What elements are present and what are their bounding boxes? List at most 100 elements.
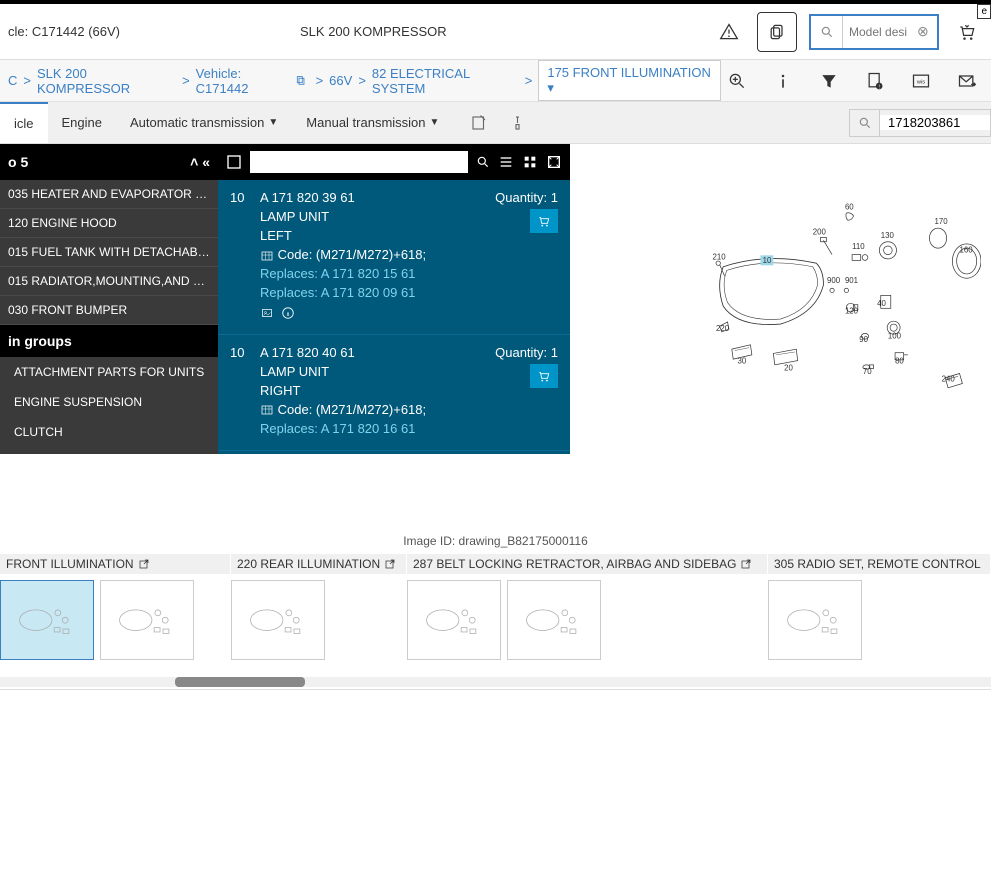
- svg-text:10: 10: [763, 256, 772, 265]
- sidebar-item[interactable]: 035 HEATER AND EVAPORATOR H...: [0, 180, 218, 209]
- zoom-icon[interactable]: [721, 65, 753, 97]
- model-name: SLK 200 KOMPRESSOR: [300, 24, 447, 39]
- sidebar-sub-item[interactable]: ATTACHMENT PARTS FOR UNITS: [0, 357, 218, 387]
- svg-text:80: 80: [895, 356, 904, 365]
- sidebar-sub-item[interactable]: ENGINE SUSPENSION: [0, 387, 218, 417]
- part-search-input[interactable]: [880, 115, 990, 130]
- tab-auto-trans[interactable]: Automatic transmission▼: [116, 102, 292, 143]
- doc-alert-icon[interactable]: !: [859, 65, 891, 97]
- thumbnail[interactable]: [0, 580, 94, 660]
- sidebar-sub-item[interactable]: GEARSHIFT MECHANISM: [0, 447, 218, 454]
- wis-icon[interactable]: wis: [905, 65, 937, 97]
- svg-text:170: 170: [934, 217, 948, 226]
- parts-list: 10 A 171 820 39 61 LAMP UNIT LEFT Code: …: [218, 144, 570, 454]
- list-view-icon[interactable]: [498, 154, 514, 170]
- thumb-group: 287 BELT LOCKING RETRACTOR, AIRBAG AND S…: [407, 554, 767, 669]
- svg-text:40: 40: [877, 299, 886, 308]
- expand-icon[interactable]: [546, 154, 562, 170]
- thumbnail[interactable]: [100, 580, 194, 660]
- exploded-diagram[interactable]: 6020013017011016021010900901401201009022…: [570, 144, 991, 454]
- thumbnail-strip: FRONT ILLUMINATION 220 REAR ILLUMINATION…: [0, 554, 991, 669]
- top-bar: cle: C171442 (66V) SLK 200 KOMPRESSOR ⊗ …: [0, 4, 991, 60]
- model-search[interactable]: ⊗: [809, 14, 939, 50]
- svg-text:210: 210: [712, 253, 726, 262]
- clear-icon[interactable]: ⊗: [913, 23, 933, 40]
- thumb-group: 305 RADIO SET, REMOTE CONTROL: [768, 554, 990, 669]
- part-item[interactable]: 10 A 171 820 39 61 LAMP UNIT LEFT Code: …: [218, 180, 570, 335]
- bc-last[interactable]: 175 FRONT ILLUMINATION ▾: [538, 60, 721, 101]
- thumb-group: 220 REAR ILLUMINATION: [231, 554, 406, 669]
- sidebar-sub-item[interactable]: CLUTCH: [0, 417, 218, 447]
- part-search[interactable]: [849, 109, 991, 137]
- thumbnail[interactable]: [407, 580, 501, 660]
- add-to-cart-button[interactable]: [530, 209, 558, 233]
- mail-icon[interactable]: [951, 65, 983, 97]
- badge-e: e: [977, 4, 991, 19]
- collapse-icons[interactable]: ˄ «: [190, 154, 210, 170]
- copy-icon[interactable]: [757, 12, 797, 52]
- sidebar-item[interactable]: 030 FRONT BUMPER: [0, 296, 218, 325]
- external-link-icon[interactable]: [740, 558, 752, 570]
- bc-1[interactable]: SLK 200 KOMPRESSOR: [37, 66, 176, 96]
- add-to-cart-button[interactable]: [530, 364, 558, 388]
- svg-text:20: 20: [784, 364, 793, 373]
- external-link-icon[interactable]: [138, 558, 150, 570]
- svg-text:!: !: [878, 84, 879, 90]
- svg-text:60: 60: [845, 202, 854, 211]
- grid-view-icon[interactable]: [522, 154, 538, 170]
- sidebar: o 5 ˄ « 035 HEATER AND EVAPORATOR H...12…: [0, 144, 218, 454]
- svg-text:240: 240: [942, 374, 956, 383]
- checkbox-icon[interactable]: [226, 154, 242, 170]
- cart-icon[interactable]: [951, 16, 983, 48]
- thumbnail[interactable]: [507, 580, 601, 660]
- note-icon[interactable]: [463, 107, 495, 139]
- svg-text:30: 30: [738, 356, 747, 365]
- breadcrumb: C > SLK 200 KOMPRESSOR > Vehicle: C17144…: [0, 60, 991, 102]
- sidebar-item[interactable]: 015 RADIATOR,MOUNTING,AND C...: [0, 267, 218, 296]
- svg-text:110: 110: [852, 242, 865, 251]
- part-item[interactable]: 10 A 171 820 40 61 LAMP UNIT RIGHT Code:…: [218, 335, 570, 451]
- replaces-link[interactable]: Replaces: A 171 820 15 61: [260, 266, 478, 281]
- svg-text:900: 900: [827, 276, 841, 285]
- svg-text:220: 220: [716, 324, 730, 333]
- bc-2[interactable]: Vehicle: C171442: [196, 66, 293, 96]
- sidebar-item[interactable]: 120 ENGINE HOOD: [0, 209, 218, 238]
- thumb-group: FRONT ILLUMINATION: [0, 554, 230, 669]
- parts-header: [218, 144, 570, 180]
- bolt-icon[interactable]: [503, 107, 535, 139]
- filter-icon[interactable]: [813, 65, 845, 97]
- svg-text:100: 100: [888, 331, 902, 340]
- replaces-link[interactable]: Replaces: A 171 820 09 61: [260, 285, 478, 300]
- search-icon-3[interactable]: [476, 155, 490, 169]
- bc-4[interactable]: 82 ELECTRICAL SYSTEM: [372, 66, 519, 96]
- sidebar-item[interactable]: 015 FUEL TANK WITH DETACHABL...: [0, 238, 218, 267]
- svg-text:90: 90: [859, 335, 868, 344]
- info-icon[interactable]: [767, 65, 799, 97]
- svg-text:70: 70: [863, 367, 872, 376]
- external-link-icon[interactable]: [384, 558, 396, 570]
- groups-header: in groups: [0, 325, 218, 357]
- image-id: Image ID: drawing_B82175000116: [0, 454, 991, 554]
- svg-text:130: 130: [881, 231, 895, 240]
- copy-small-icon[interactable]: [294, 74, 307, 88]
- bc-3[interactable]: 66V: [329, 73, 352, 88]
- tab-manual-trans[interactable]: Manual transmission▼: [292, 102, 453, 143]
- tab-engine[interactable]: Engine: [48, 102, 116, 143]
- replaces-link[interactable]: Replaces: A 171 820 16 61: [260, 421, 478, 436]
- svg-text:200: 200: [813, 228, 827, 237]
- thumbnail[interactable]: [231, 580, 325, 660]
- search-icon-2[interactable]: [850, 110, 880, 136]
- search-icon[interactable]: [811, 16, 843, 48]
- tab-vehicle[interactable]: icle: [0, 102, 48, 143]
- sidebar-header: o 5 ˄ «: [0, 144, 218, 180]
- tabs: icle Engine Automatic transmission▼ Manu…: [0, 102, 991, 144]
- model-search-input[interactable]: [843, 25, 913, 39]
- horizontal-scrollbar[interactable]: [0, 677, 991, 687]
- warning-icon[interactable]: [713, 16, 745, 48]
- parts-filter-input[interactable]: [250, 151, 468, 173]
- svg-text:160: 160: [960, 245, 974, 254]
- bc-0[interactable]: C: [8, 73, 17, 88]
- svg-text:wis: wis: [916, 79, 926, 85]
- vehicle-label: cle: C171442 (66V): [8, 24, 120, 39]
- thumbnail[interactable]: [768, 580, 862, 660]
